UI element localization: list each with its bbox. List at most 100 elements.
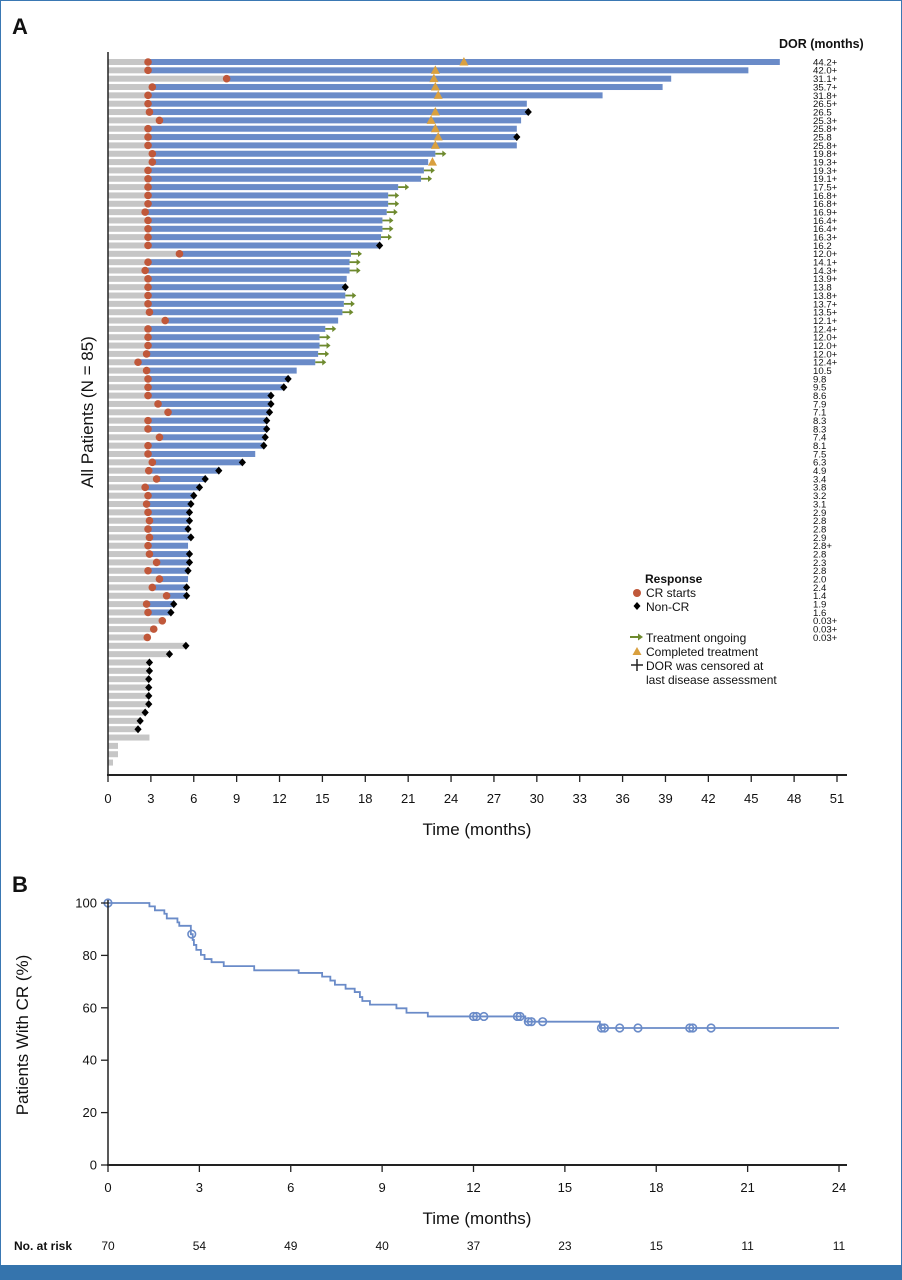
x-tick-label: 45 xyxy=(744,791,758,806)
dor-label: 7.1 xyxy=(813,408,826,419)
non-cr-marker xyxy=(182,641,190,650)
treatment-ongoing-marker xyxy=(356,267,361,274)
non-cr-marker xyxy=(185,508,194,517)
completed-treatment-marker xyxy=(433,132,443,141)
patient-row: 26.5+ xyxy=(108,99,838,110)
at-risk-count: 15 xyxy=(650,1239,664,1253)
y-tick-label: 20 xyxy=(83,1105,97,1120)
patient-row xyxy=(108,658,154,667)
patient-row xyxy=(108,650,174,659)
pre-cr-bar xyxy=(108,542,149,549)
legend-non-cr-icon xyxy=(633,602,641,610)
km-plot: 0 3 6 9 12 15 18 21 24 0 20 40 60 80 100 xyxy=(75,896,847,1195)
cr-duration-bar xyxy=(145,209,387,216)
pre-cr-bar xyxy=(108,409,169,416)
cr-start-marker xyxy=(144,375,152,383)
pre-cr-bar xyxy=(108,325,149,332)
cr-start-marker xyxy=(145,108,154,116)
legend-item-treatment-ongoing: Treatment ongoing xyxy=(646,631,746,645)
cr-start-marker xyxy=(144,258,152,266)
cr-duration-bar xyxy=(148,392,271,399)
non-cr-bar xyxy=(108,676,149,683)
cr-start-marker xyxy=(144,416,152,425)
pre-cr-bar xyxy=(108,609,149,616)
pre-cr-bar xyxy=(108,476,157,482)
pre-cr-bar xyxy=(108,467,149,474)
patient-row xyxy=(108,666,154,675)
pre-cr-bar xyxy=(108,200,149,207)
pre-cr-bar xyxy=(108,267,146,274)
patient-row: 7.4 xyxy=(108,433,827,444)
patient-row: 16.2 xyxy=(108,241,832,252)
non-cr-marker xyxy=(341,283,349,292)
patient-row: 1.9 xyxy=(108,600,826,611)
cr-duration-bar xyxy=(145,484,200,491)
cr-duration-bar xyxy=(156,559,190,566)
patient-row: 3.4 xyxy=(108,474,827,485)
patient-row: 2.0 xyxy=(108,574,826,585)
x-tick-label: 3 xyxy=(196,1180,203,1195)
cr-duration-bar xyxy=(148,217,383,224)
pre-cr-bar xyxy=(108,501,147,508)
dor-label: 2.4 xyxy=(813,583,827,594)
dor-label: 25.8+ xyxy=(813,124,838,135)
pre-cr-bar xyxy=(108,634,148,641)
dor-label: 12.1+ xyxy=(813,316,838,327)
cr-start-marker xyxy=(144,341,152,350)
cr-duration-bar xyxy=(149,109,529,116)
cr-start-marker xyxy=(148,83,157,91)
cr-start-marker xyxy=(144,216,152,225)
pre-cr-bar xyxy=(108,534,150,541)
cr-start-marker xyxy=(158,616,167,625)
non-cr-marker xyxy=(183,591,191,600)
non-cr-marker xyxy=(185,516,194,525)
treatment-ongoing-marker xyxy=(349,309,354,316)
dor-label: 6.3 xyxy=(813,458,826,469)
legend-ongoing-arrow-icon xyxy=(630,633,643,641)
dor-label: 7.4 xyxy=(813,433,827,444)
cr-duration-bar xyxy=(148,450,256,457)
completed-treatment-marker xyxy=(430,123,440,133)
legend-title: Response xyxy=(645,572,703,586)
cr-duration-bar xyxy=(138,359,316,366)
censor-marker xyxy=(187,929,197,939)
censor-marker xyxy=(599,1023,610,1033)
dor-label: 16.3+ xyxy=(813,233,838,244)
cr-start-marker xyxy=(134,358,142,367)
patient-row: 14.3+ xyxy=(108,266,838,277)
dor-label: 8.3 xyxy=(813,416,826,427)
censor-marker xyxy=(515,1011,525,1022)
dor-label: 9.8 xyxy=(813,374,826,385)
patient-row: 9.8 xyxy=(108,374,826,385)
patient-row: 8.1 xyxy=(108,441,826,452)
dor-label: 31.8+ xyxy=(813,91,838,102)
swimmer-y-axis-title: All Patients (N = 85) xyxy=(78,336,97,488)
dor-label: 26.5+ xyxy=(813,99,838,110)
dor-label: 3.2 xyxy=(813,491,826,502)
y-tick-label: 80 xyxy=(83,948,97,963)
cr-duration-bar xyxy=(148,526,189,533)
swimmer-plot: 44.2+42.0+31.1+35.7+31.8+26.5+26.525.3+2… xyxy=(104,52,847,806)
patient-row: 16.4+ xyxy=(108,224,838,235)
dor-label: 4.9 xyxy=(813,466,826,477)
treatment-ongoing-marker xyxy=(322,359,327,366)
cr-start-marker xyxy=(144,233,152,241)
cr-duration-bar xyxy=(156,476,206,482)
patient-row: 26.5 xyxy=(108,107,832,118)
patient-row: 12.0+ xyxy=(108,349,838,360)
patient-row: 3.2 xyxy=(108,491,826,502)
legend-item-censored-cont: last disease assessment xyxy=(646,673,777,687)
pre-cr-bar xyxy=(108,484,146,491)
pre-cr-bar xyxy=(108,342,149,349)
non-cr-marker xyxy=(165,650,174,659)
cr-duration-bar xyxy=(168,409,270,416)
x-tick-label: 9 xyxy=(379,1180,386,1195)
x-tick-label: 48 xyxy=(787,791,801,806)
non-cr-marker xyxy=(190,491,198,500)
dor-label: 19.3+ xyxy=(813,157,838,168)
dor-label: 13.5+ xyxy=(813,308,838,319)
pre-cr-bar xyxy=(108,492,149,499)
patient-row: 2.8 xyxy=(108,549,826,560)
pre-cr-bar xyxy=(108,450,149,457)
x-tick-label: 27 xyxy=(487,791,501,806)
